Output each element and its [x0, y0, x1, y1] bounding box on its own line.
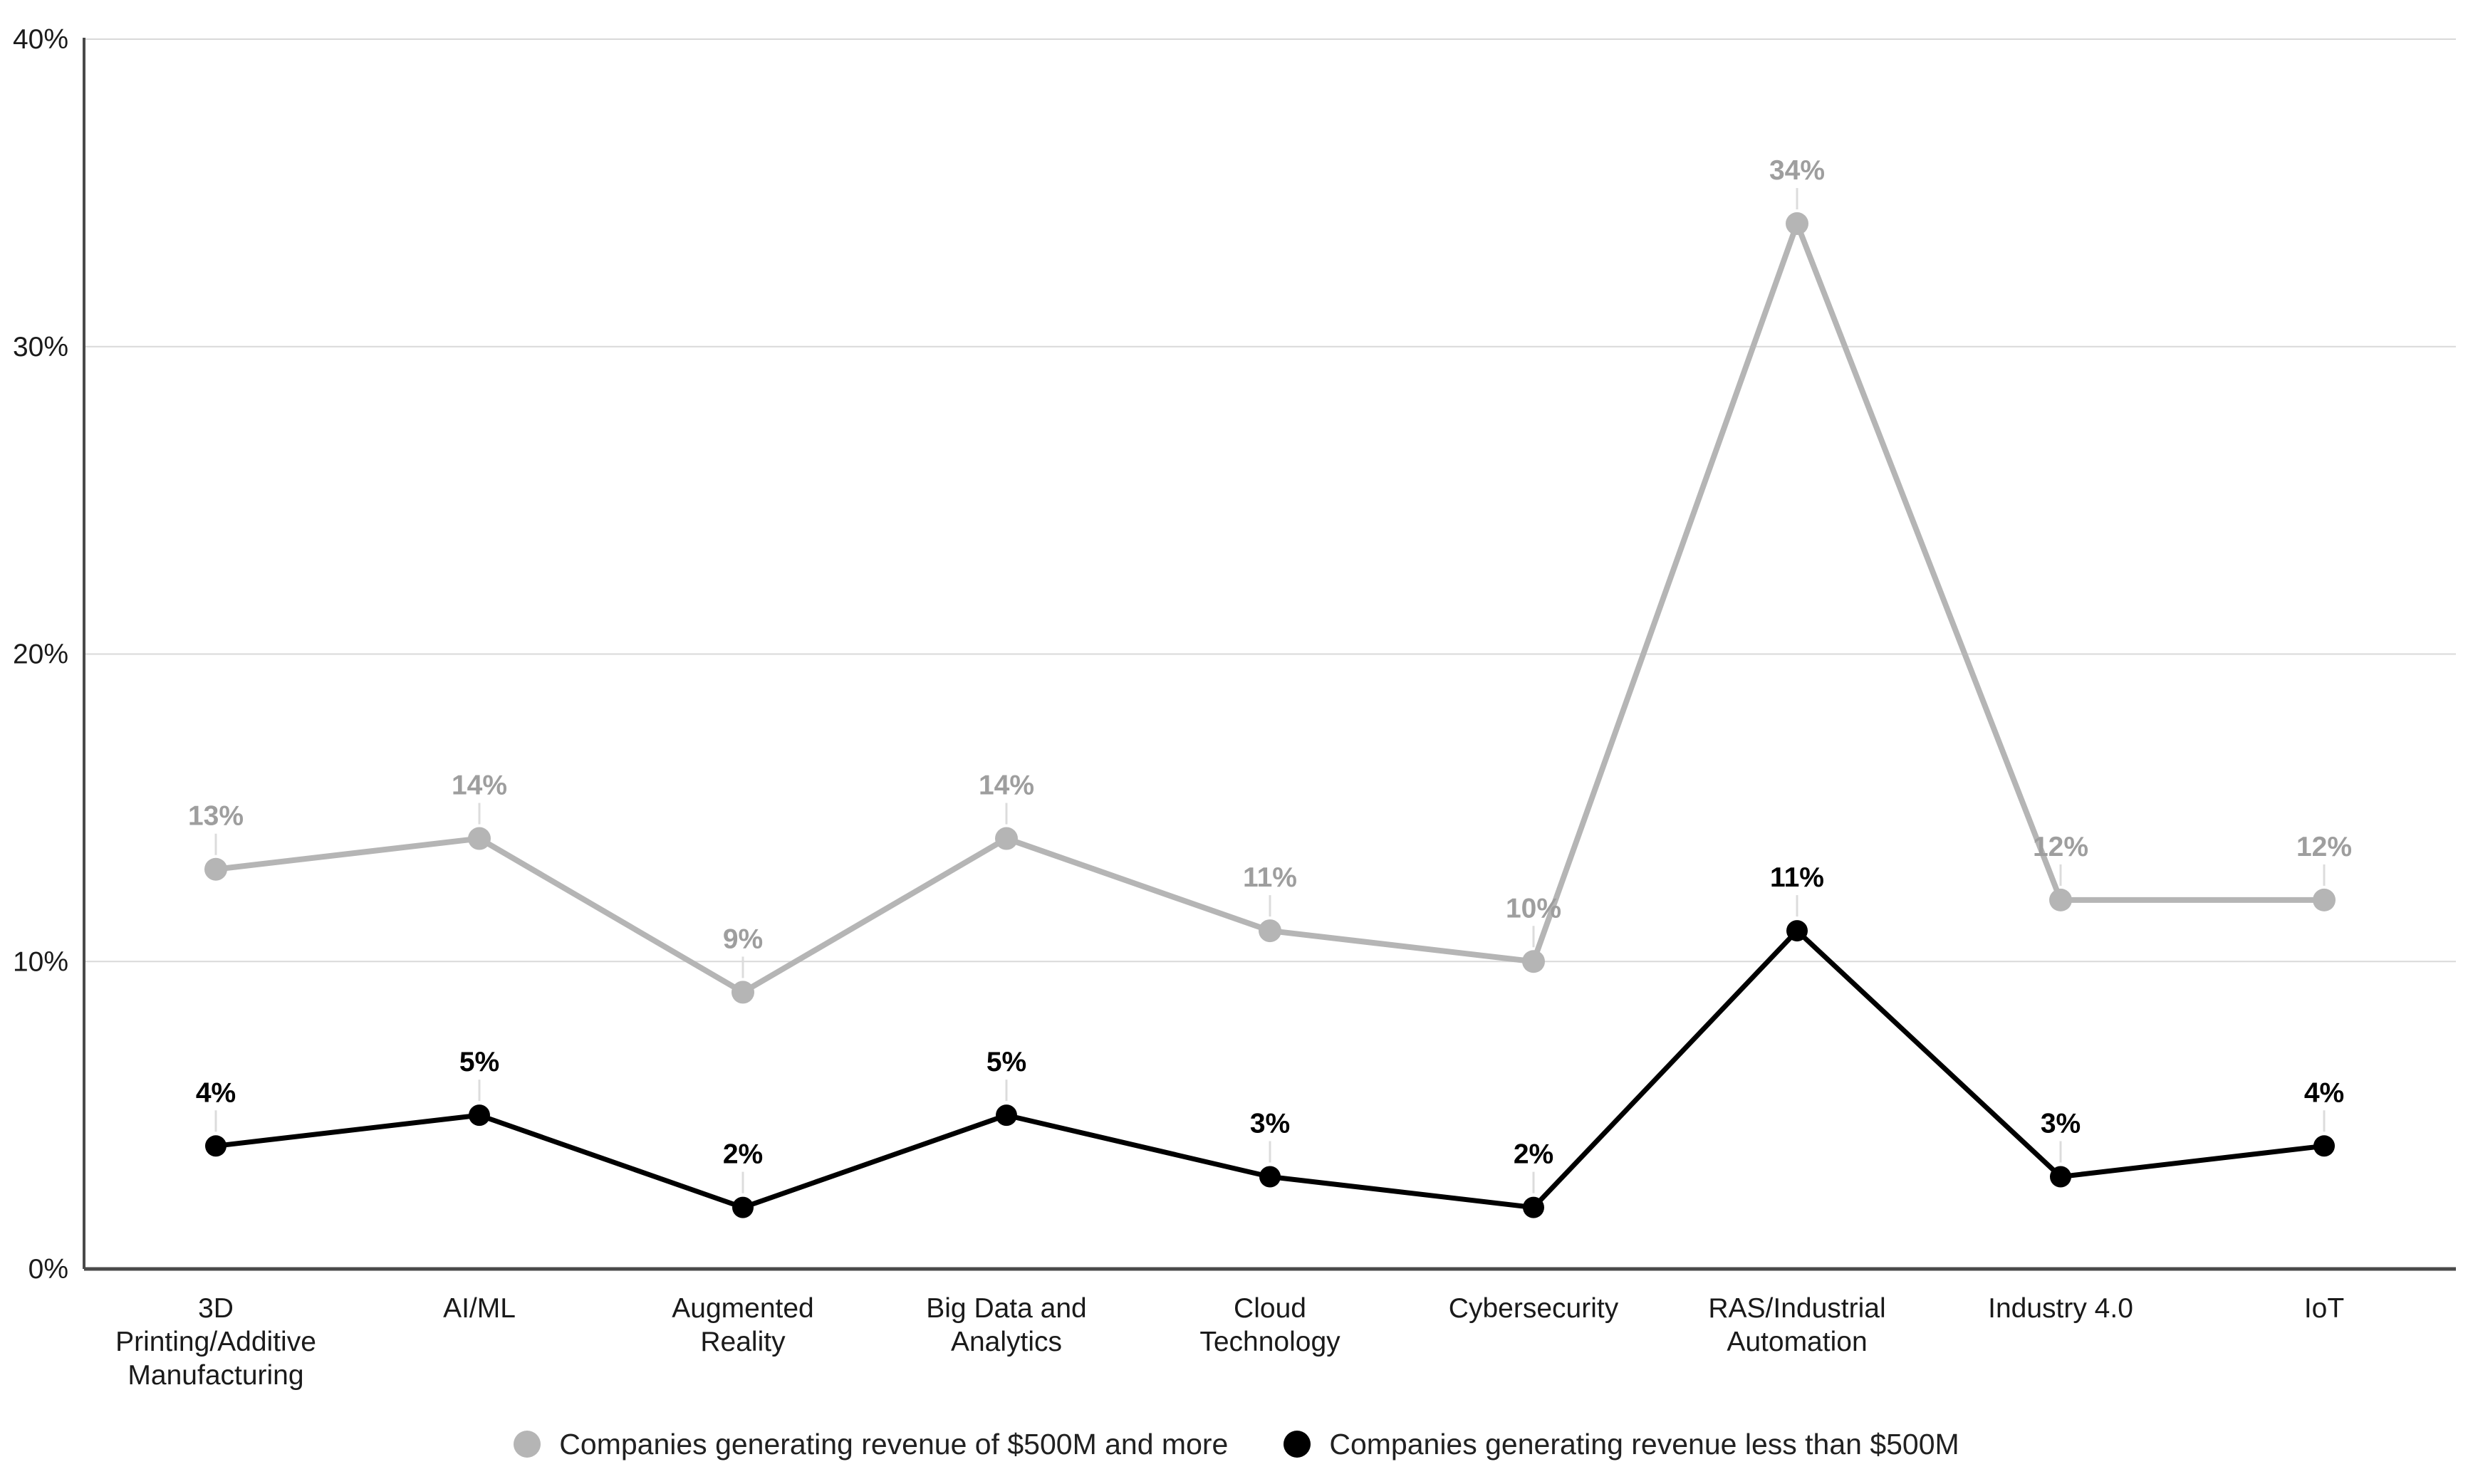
data-point-label: 14% [979, 770, 1034, 801]
data-point [1259, 919, 1281, 943]
data-point-label: 3% [1250, 1108, 1290, 1139]
data-point-label: 3% [2041, 1108, 2081, 1139]
data-point [996, 1104, 1017, 1127]
data-point-label: 2% [1514, 1139, 1553, 1170]
data-point [2313, 888, 2336, 911]
data-point-label: 12% [2033, 832, 2088, 862]
data-point-label: 34% [1769, 155, 1825, 186]
legend-marker-gray-dot-icon [514, 1431, 541, 1458]
data-point [468, 827, 491, 850]
x-axis-category-label: Big Data and Analytics [926, 1293, 1087, 1357]
legend-item-revenue-500m-and-more: Companies generating revenue of $500M an… [514, 1428, 1228, 1461]
legend-label: Companies generating revenue of $500M an… [559, 1427, 1229, 1461]
data-point-label: 4% [2304, 1077, 2344, 1108]
data-point-label: 9% [723, 924, 763, 954]
x-axis-category-label: AI/ML [443, 1293, 516, 1324]
data-point [205, 1135, 227, 1157]
series-line-black [213, 928, 2327, 1211]
chart-legend: Companies generating revenue of $500M an… [0, 1409, 2473, 1480]
data-point [2050, 1166, 2071, 1188]
y-axis-tick-label: 0% [28, 1254, 68, 1285]
data-point-label: 11% [1243, 862, 1297, 893]
data-point-label: 12% [2296, 832, 2352, 862]
legend-marker-black-dot-icon [1284, 1431, 1311, 1458]
data-point-label: 5% [459, 1047, 499, 1077]
data-point [1259, 1166, 1281, 1188]
x-axis-category-label: Augmented Reality [672, 1293, 813, 1357]
data-point [1786, 920, 1808, 942]
data-point-label: 10% [1506, 893, 1561, 924]
data-point-label: 4% [196, 1077, 236, 1108]
data-point-label: 14% [452, 770, 507, 801]
y-axis-tick-label: 40% [13, 24, 68, 55]
x-axis-category-label: RAS/Industrial Automation [1708, 1293, 1885, 1357]
legend-item-revenue-less-than-500m: Companies generating revenue less than $… [1284, 1428, 1959, 1461]
data-point [732, 981, 754, 1004]
x-axis-category-label: Cloud Technology [1199, 1293, 1340, 1357]
data-point-label: 2% [723, 1139, 763, 1170]
x-axis-category-label: Cybersecurity [1449, 1293, 1619, 1324]
data-point [1786, 212, 1808, 236]
data-point [1523, 1196, 1544, 1218]
data-point [995, 827, 1018, 850]
x-axis-category-label: Industry 4.0 [1988, 1293, 2133, 1324]
data-point-label: 11% [1770, 862, 1824, 893]
y-axis-tick-label: 20% [13, 639, 68, 670]
x-axis-category-label: IoT [2304, 1293, 2344, 1324]
line-chart-canvas: 40% 30% 20% 10% 0% 13% 14% 9% 14% 11% 10% 34% 12% 12%… [13, 24, 2456, 1391]
legend-label: Companies generating revenue less than $… [1329, 1427, 1959, 1461]
data-point-label: 13% [188, 801, 244, 832]
data-point-label: 5% [986, 1047, 1026, 1077]
data-point [469, 1104, 490, 1127]
data-point [204, 857, 227, 881]
x-axis-category-label: 3D Printing/Additive Manufacturing [115, 1293, 316, 1391]
data-point [732, 1196, 754, 1218]
data-point [2049, 888, 2072, 911]
data-point [1522, 950, 1545, 973]
y-axis-tick-label: 10% [13, 946, 68, 977]
y-axis-tick-label: 30% [13, 332, 68, 362]
data-point [2313, 1135, 2335, 1157]
